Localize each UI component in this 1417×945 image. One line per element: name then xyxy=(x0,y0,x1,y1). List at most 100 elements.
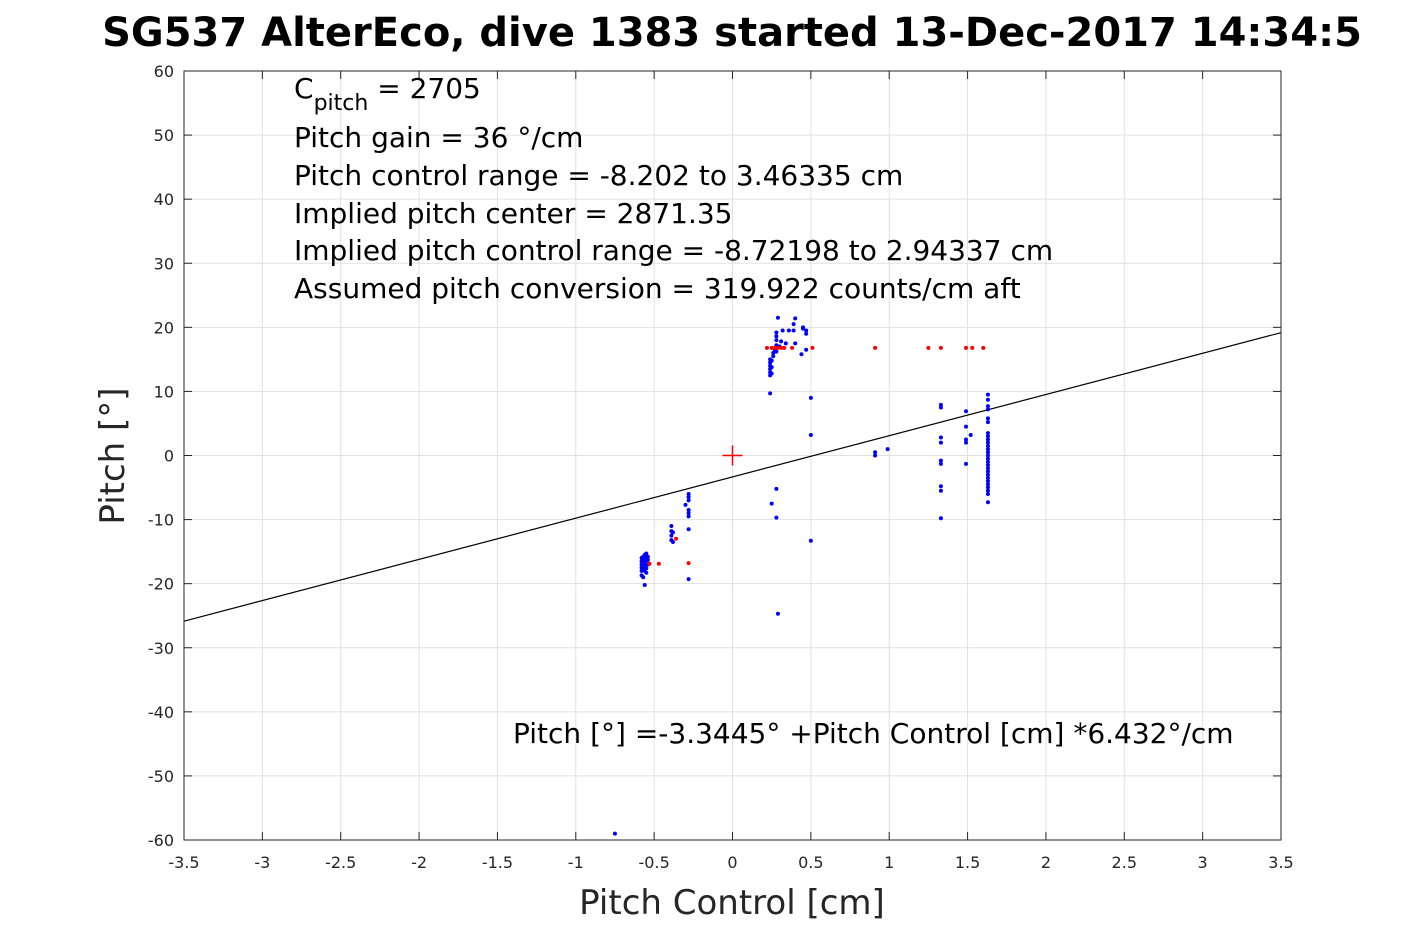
fit-line xyxy=(183,332,1282,622)
x-tick-label: -2.5 xyxy=(325,853,356,872)
blue-data-point xyxy=(985,404,990,409)
red-data-point xyxy=(656,561,661,566)
blue-data-point xyxy=(774,330,779,335)
blue-data-point xyxy=(964,424,969,429)
blue-data-point xyxy=(938,402,943,407)
data-points xyxy=(612,315,990,836)
cpitch-subscript: pitch xyxy=(314,91,369,116)
blue-data-point xyxy=(769,358,774,363)
x-tick-label: 3 xyxy=(1198,853,1208,872)
blue-data-point xyxy=(644,570,649,575)
y-tick-label: 10 xyxy=(154,382,174,401)
blue-data-point xyxy=(964,440,969,445)
red-data-point xyxy=(775,345,780,350)
blue-data-point xyxy=(985,482,990,487)
blue-data-point xyxy=(642,582,647,587)
blue-data-point xyxy=(670,540,675,545)
blue-data-point xyxy=(774,515,779,520)
blue-data-point xyxy=(686,514,691,519)
x-tick-label: -1 xyxy=(568,853,584,872)
red-data-point xyxy=(970,345,975,350)
blue-data-point xyxy=(985,479,990,484)
blue-data-point xyxy=(985,456,990,461)
x-tick-label: 2.5 xyxy=(1112,853,1137,872)
blue-data-point xyxy=(938,516,943,521)
blue-data-point xyxy=(774,486,779,491)
y-tick-label: 60 xyxy=(154,62,174,81)
blue-data-point xyxy=(938,484,943,489)
blue-data-point xyxy=(670,530,675,535)
blue-data-point xyxy=(771,354,776,359)
blue-data-point xyxy=(985,437,990,442)
y-tick-label: -20 xyxy=(148,575,174,594)
blue-data-point xyxy=(985,491,990,496)
red-data-point xyxy=(810,345,815,350)
blue-data-point xyxy=(645,557,650,562)
blue-data-point xyxy=(938,458,943,463)
y-tick-label: -50 xyxy=(148,767,174,786)
y-tick-label: 20 xyxy=(154,318,174,337)
red-data-point xyxy=(674,536,679,541)
fit-line-group xyxy=(183,332,1282,622)
y-tick-label: 30 xyxy=(154,254,174,273)
blue-data-point xyxy=(799,352,804,357)
blue-data-point xyxy=(985,434,990,439)
blue-data-point xyxy=(938,435,943,440)
red-data-point xyxy=(926,345,931,350)
blue-data-point xyxy=(686,507,691,512)
fit-equation-label: Pitch [°] =-3.3445° +Pitch Control [cm] … xyxy=(513,717,1234,750)
blue-data-point xyxy=(985,475,990,480)
x-tick-label: 1.5 xyxy=(955,853,980,872)
blue-data-point xyxy=(964,461,969,466)
y-tick-label: -30 xyxy=(148,639,174,658)
blue-data-point xyxy=(964,437,969,442)
blue-data-point xyxy=(985,488,990,493)
blue-data-point xyxy=(873,453,878,458)
annotation-cpitch: Cpitch = 2705 xyxy=(294,72,481,116)
x-tick-label: -1.5 xyxy=(482,853,513,872)
blue-data-point xyxy=(793,316,798,321)
x-tick-label: -3 xyxy=(254,853,270,872)
blue-data-point xyxy=(985,431,990,436)
blue-data-point xyxy=(783,341,788,346)
blue-data-point xyxy=(985,500,990,505)
blue-data-point xyxy=(686,527,691,532)
blue-data-point xyxy=(985,420,990,425)
annotation-pitch-control-range: Pitch control range = -8.202 to 3.46335 … xyxy=(294,159,903,192)
blue-data-point xyxy=(885,447,890,452)
blue-data-point xyxy=(641,575,646,580)
y-tick-label: -60 xyxy=(148,831,174,850)
blue-data-point xyxy=(768,391,773,396)
annotation-implied-control-range: Implied pitch control range = -8.72198 t… xyxy=(294,234,1053,267)
red-data-point xyxy=(964,345,969,350)
blue-data-point xyxy=(873,450,878,455)
x-tick-label: -3.5 xyxy=(168,853,199,872)
y-tick-label: 50 xyxy=(154,126,174,145)
x-tick-label: 0 xyxy=(727,853,737,872)
blue-data-point xyxy=(793,341,798,346)
blue-data-point xyxy=(774,338,779,343)
blue-data-point xyxy=(686,495,691,500)
blue-data-point xyxy=(804,347,809,352)
y-tick-label: -10 xyxy=(148,511,174,530)
blue-data-point xyxy=(771,350,776,355)
annotation-pitch-gain: Pitch gain = 36 °/cm xyxy=(294,121,583,154)
blue-data-point xyxy=(645,554,650,559)
x-tick-label: 0.5 xyxy=(798,853,823,872)
cpitch-value: = 2705 xyxy=(368,72,481,105)
blue-data-point xyxy=(808,538,813,543)
axis-ticks: -3.5 -3 -2.5 -2 -1.5 -1 -0.5 0 0.5 1 1.5 2 2.5 3 3.5 -6… xyxy=(148,62,1294,872)
blue-data-point xyxy=(775,315,780,320)
blue-data-point xyxy=(769,371,774,376)
blue-data-point xyxy=(968,432,973,437)
blue-data-point xyxy=(985,485,990,490)
blue-data-point xyxy=(964,409,969,414)
blue-data-point xyxy=(804,328,809,333)
blue-data-point xyxy=(686,498,691,503)
blue-data-point xyxy=(938,488,943,493)
annotation-pitch-conversion: Assumed pitch conversion = 319.922 count… xyxy=(294,272,1021,305)
red-data-point xyxy=(686,561,691,566)
blue-data-point xyxy=(985,447,990,452)
blue-data-point xyxy=(791,322,796,327)
